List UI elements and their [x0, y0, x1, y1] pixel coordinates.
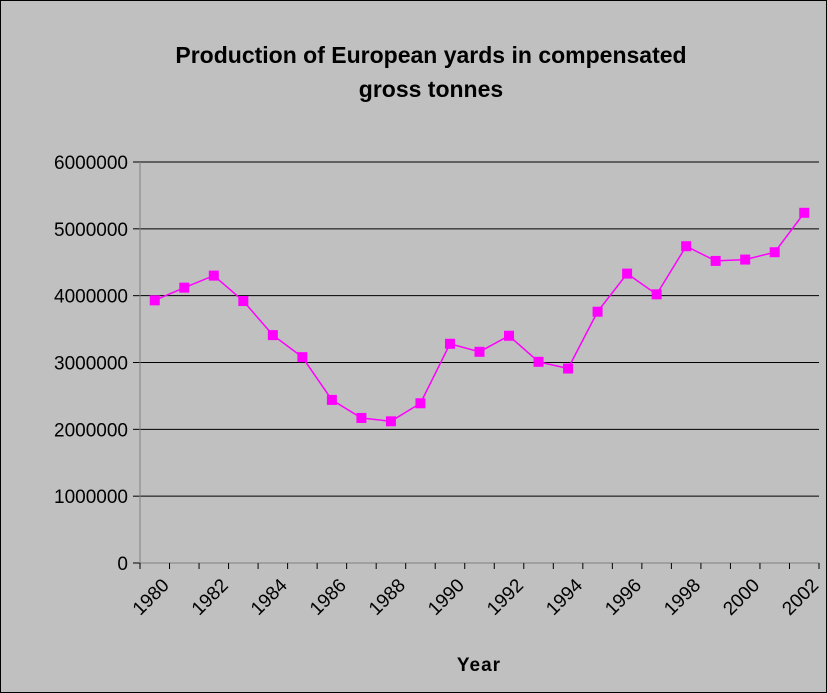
x-tick-label: 1982	[188, 575, 233, 620]
series-layer	[149, 207, 810, 427]
chart-title-line-2: gross tonnes	[359, 76, 503, 102]
data-point	[504, 330, 515, 341]
data-point	[326, 394, 337, 405]
data-point	[563, 363, 574, 374]
data-point	[238, 296, 249, 307]
data-point	[356, 412, 367, 423]
data-point	[769, 247, 780, 258]
data-point	[415, 398, 426, 409]
data-point	[208, 270, 219, 281]
x-tick-label: 1998	[660, 575, 705, 620]
data-point	[651, 289, 662, 300]
y-tick-label: 3000000	[54, 354, 128, 375]
data-point	[622, 268, 633, 279]
x-tick-label: 1996	[601, 575, 646, 620]
data-point	[474, 346, 485, 357]
y-tick-label: 5000000	[54, 220, 128, 241]
y-tick-label: 4000000	[54, 287, 128, 308]
x-tick-label: 2002	[778, 575, 823, 620]
data-point	[297, 352, 308, 363]
y-tick-label: 2000000	[54, 420, 128, 441]
y-tick-label: 6000000	[54, 153, 128, 174]
chart-title-line-1: Production of European yards in compensa…	[175, 42, 686, 68]
x-tick-label: 2000	[719, 575, 764, 620]
y-tick-labels: 0 1000000 2000000 3000000 4000000 5000000 6000…	[54, 153, 128, 575]
data-point	[681, 241, 692, 252]
y-tick-label: 0	[117, 554, 128, 575]
data-point	[179, 282, 190, 293]
x-axis-label: Year	[457, 655, 501, 676]
data-point	[799, 207, 810, 218]
gridlines	[133, 161, 819, 564]
x-tick-labels: 1980 1982 1984 1986 1988 1990 1992 1994 1996 1998…	[129, 575, 823, 620]
data-point	[444, 338, 455, 349]
data-point	[385, 416, 396, 427]
data-point	[740, 254, 751, 265]
data-point	[710, 255, 721, 266]
x-tick-label: 1986	[306, 575, 351, 620]
data-point	[533, 356, 544, 367]
x-tick-label: 1984	[247, 575, 292, 620]
x-tick-label: 1988	[365, 575, 410, 620]
data-point	[267, 330, 278, 341]
x-tick-label: 1992	[483, 575, 528, 620]
y-tick-label: 1000000	[54, 487, 128, 508]
data-point	[149, 295, 160, 306]
x-tick-label: 1994	[542, 575, 587, 620]
x-tick-label: 1980	[129, 575, 174, 620]
series-line	[154, 212, 805, 423]
data-point	[592, 306, 603, 317]
axes	[139, 162, 820, 569]
x-tick-label: 1990	[424, 575, 469, 620]
